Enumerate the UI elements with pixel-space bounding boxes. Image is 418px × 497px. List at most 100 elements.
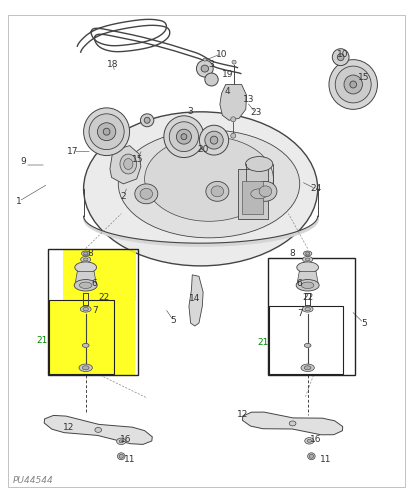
Ellipse shape [231, 117, 236, 122]
Ellipse shape [289, 421, 296, 426]
Ellipse shape [84, 252, 88, 255]
Ellipse shape [305, 307, 310, 311]
Ellipse shape [251, 189, 268, 199]
Ellipse shape [97, 123, 116, 141]
Text: 9: 9 [20, 157, 26, 166]
Polygon shape [75, 271, 97, 285]
Bar [269, 306, 344, 374]
Text: 18: 18 [107, 60, 119, 69]
Ellipse shape [303, 256, 313, 262]
Ellipse shape [83, 307, 89, 311]
Text: 23: 23 [250, 108, 262, 117]
Ellipse shape [307, 439, 311, 442]
Polygon shape [189, 275, 203, 326]
Polygon shape [220, 84, 247, 120]
Ellipse shape [306, 252, 310, 255]
Ellipse shape [118, 130, 300, 238]
Ellipse shape [196, 60, 213, 77]
Polygon shape [242, 412, 343, 435]
Text: 21: 21 [257, 338, 269, 347]
Text: 11: 11 [124, 455, 135, 464]
Text: 6: 6 [296, 279, 302, 288]
Polygon shape [297, 271, 319, 285]
Text: 8: 8 [87, 249, 93, 258]
Ellipse shape [231, 133, 236, 138]
Polygon shape [44, 415, 152, 444]
Bar [268, 258, 355, 375]
Ellipse shape [302, 306, 313, 312]
Ellipse shape [211, 186, 224, 197]
Text: PU44544: PU44544 [13, 476, 53, 485]
Text: 21: 21 [36, 336, 48, 345]
Text: 16: 16 [310, 435, 321, 444]
Ellipse shape [135, 184, 158, 204]
Ellipse shape [84, 112, 318, 266]
Text: 5: 5 [361, 319, 367, 328]
Text: 16: 16 [120, 435, 131, 444]
Ellipse shape [82, 251, 90, 256]
Ellipse shape [117, 453, 125, 460]
Ellipse shape [305, 258, 310, 261]
Ellipse shape [308, 453, 315, 460]
Text: 6: 6 [91, 279, 97, 288]
Bar [242, 181, 263, 214]
Ellipse shape [206, 181, 229, 201]
Ellipse shape [120, 154, 137, 174]
Ellipse shape [246, 157, 273, 171]
Text: 5: 5 [171, 316, 176, 325]
Text: 10: 10 [216, 50, 227, 59]
Ellipse shape [124, 159, 133, 169]
Ellipse shape [82, 366, 89, 370]
Text: 12: 12 [63, 423, 75, 432]
Bar [49, 300, 114, 374]
Ellipse shape [95, 427, 102, 432]
Bar [63, 248, 136, 301]
Ellipse shape [164, 116, 204, 158]
Text: 3: 3 [187, 107, 193, 116]
Text: 15: 15 [132, 155, 144, 164]
Ellipse shape [205, 73, 218, 86]
Text: 4: 4 [225, 87, 231, 96]
Ellipse shape [301, 282, 314, 288]
Polygon shape [110, 146, 141, 184]
Ellipse shape [169, 122, 199, 152]
Ellipse shape [176, 129, 191, 144]
Ellipse shape [80, 306, 91, 312]
Text: 3: 3 [208, 60, 214, 69]
Ellipse shape [145, 137, 273, 221]
Ellipse shape [203, 58, 206, 61]
Ellipse shape [296, 279, 319, 291]
Ellipse shape [84, 108, 130, 156]
Ellipse shape [82, 343, 89, 347]
Ellipse shape [309, 454, 314, 458]
Ellipse shape [246, 186, 273, 201]
Ellipse shape [119, 440, 123, 443]
Ellipse shape [79, 364, 92, 372]
Ellipse shape [117, 438, 126, 444]
Ellipse shape [301, 364, 314, 372]
Ellipse shape [232, 60, 236, 64]
Bar [49, 301, 135, 375]
Ellipse shape [144, 117, 150, 123]
Ellipse shape [329, 60, 377, 109]
Text: 14: 14 [189, 294, 200, 303]
Text: 8: 8 [290, 249, 296, 258]
Ellipse shape [303, 251, 312, 256]
Ellipse shape [119, 454, 123, 458]
Ellipse shape [140, 188, 153, 199]
Text: 7: 7 [92, 306, 98, 315]
Ellipse shape [89, 114, 124, 150]
Text: 15: 15 [358, 73, 370, 82]
Ellipse shape [332, 49, 349, 66]
Text: 10: 10 [337, 50, 349, 59]
Text: 19: 19 [222, 70, 234, 79]
Text: 7: 7 [297, 309, 303, 318]
Ellipse shape [81, 256, 91, 262]
Text: 22: 22 [98, 293, 109, 302]
Ellipse shape [335, 66, 371, 103]
Ellipse shape [74, 279, 97, 291]
Text: 20: 20 [197, 145, 209, 154]
Ellipse shape [254, 181, 277, 201]
Ellipse shape [304, 366, 311, 370]
Text: 2: 2 [120, 192, 126, 201]
